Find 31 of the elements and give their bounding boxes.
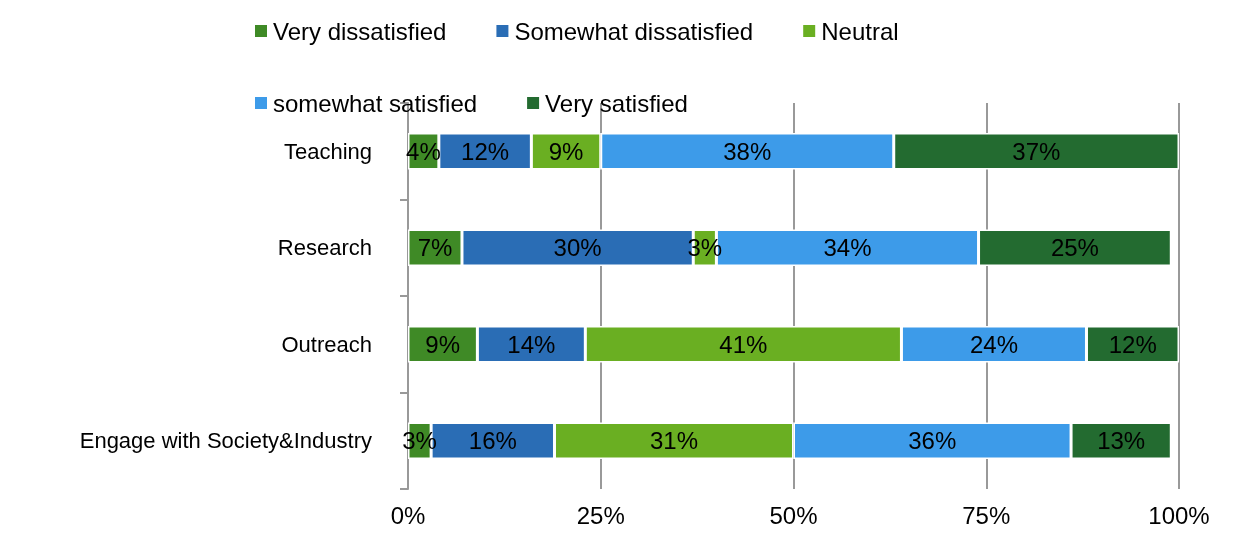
legend-label: Very dissatisfied bbox=[273, 17, 447, 45]
x-tick-label: 25% bbox=[576, 501, 625, 529]
data-label: 41% bbox=[719, 330, 768, 358]
data-label: 14% bbox=[507, 330, 556, 358]
data-label: 24% bbox=[969, 330, 1018, 358]
y-tick-label: Teaching bbox=[283, 138, 372, 164]
legend-label: Neutral bbox=[821, 17, 899, 45]
y-tick-label: Outreach bbox=[281, 331, 372, 357]
data-label: 16% bbox=[468, 427, 517, 455]
data-label: 37% bbox=[1012, 137, 1061, 165]
data-label: 31% bbox=[649, 427, 699, 455]
data-label: 25% bbox=[1050, 234, 1099, 262]
data-label: 12% bbox=[1108, 330, 1157, 358]
legend-label: Very satisfied bbox=[545, 89, 688, 117]
y-tick-label: Research bbox=[277, 235, 372, 261]
x-tick-label: 75% bbox=[962, 501, 1011, 529]
data-label: 30% bbox=[553, 234, 602, 262]
x-tick-label: 0% bbox=[390, 501, 426, 529]
data-label: 12% bbox=[461, 137, 510, 165]
data-label: 9% bbox=[425, 330, 461, 358]
legend-label: Somewhat dissatisfied bbox=[514, 17, 754, 45]
data-label: 36% bbox=[908, 427, 957, 455]
x-tick-label: 50% bbox=[769, 501, 818, 529]
x-tick-label: 100% bbox=[1148, 501, 1210, 529]
legend-label: somewhat satisfied bbox=[273, 89, 478, 117]
data-label: 38% bbox=[723, 137, 772, 165]
data-label: 34% bbox=[823, 234, 872, 262]
data-label: 9% bbox=[548, 137, 584, 165]
y-tick-label: Engage with Society&Industry bbox=[79, 428, 372, 454]
data-label: 13% bbox=[1097, 427, 1146, 455]
data-label: 7% bbox=[417, 234, 453, 262]
